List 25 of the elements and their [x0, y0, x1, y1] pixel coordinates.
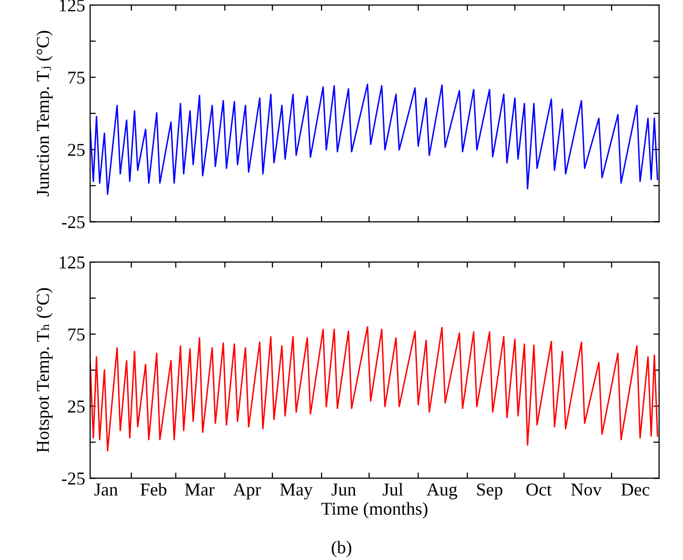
y-tick-label: 25: [68, 400, 85, 413]
line-series: [90, 326, 658, 452]
y-tick-label: -25: [62, 216, 85, 228]
x-tick-label: Aug: [426, 484, 458, 500]
y-tick-label: 25: [68, 144, 85, 156]
x-axis-title: Time (months): [321, 502, 428, 518]
x-tick-label: Sep: [477, 484, 502, 500]
x-tick-label: May: [280, 484, 313, 500]
x-tick-label: Apr: [233, 484, 261, 500]
y-tick-label: 125: [60, 256, 85, 269]
x-tick-label: Oct: [526, 484, 552, 496]
x-tick-label: Jan: [94, 484, 118, 496]
x-tick-label: Jul: [382, 482, 404, 496]
x-tick-label: Dec: [621, 484, 650, 496]
x-tick-label: Nov: [571, 484, 602, 496]
x-tick-label: Jun: [332, 484, 356, 496]
x-tick-label: Mar: [184, 484, 214, 496]
x-tick-label: Feb: [140, 482, 166, 496]
y-axis-title: Junction Temp. Tⱼ (°C): [36, 30, 53, 196]
y-tick-label: -25: [62, 472, 85, 485]
y-tick-label: 75: [68, 72, 85, 84]
line-series: [90, 84, 658, 195]
y-tick-label: 75: [68, 328, 85, 341]
text: (b): [332, 540, 352, 558]
y-axis-title: Hotspot Temp. Tₕ (°C): [36, 288, 53, 452]
